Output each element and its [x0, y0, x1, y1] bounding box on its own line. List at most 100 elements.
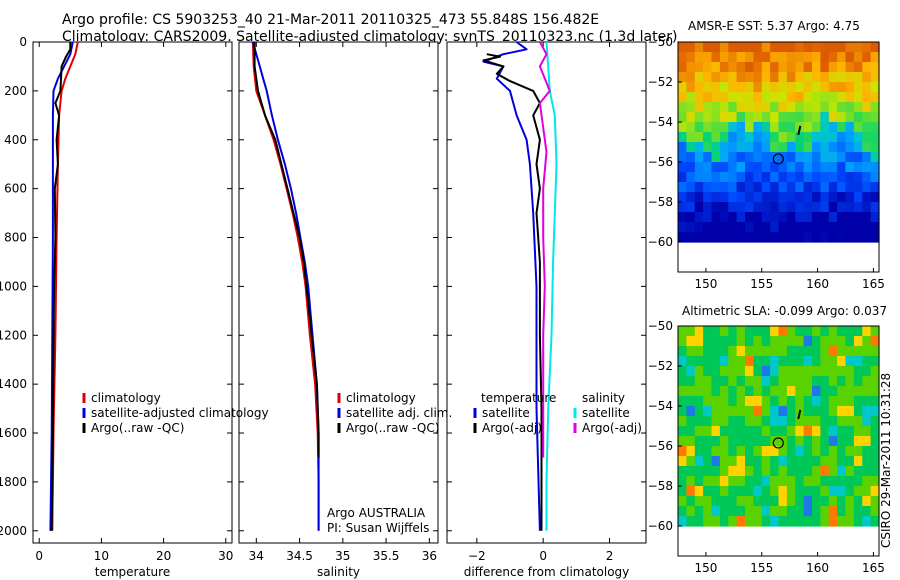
y-tick-label: −60	[648, 519, 673, 533]
heatmap-cell	[728, 396, 738, 407]
heatmap-cell	[837, 182, 847, 193]
heatmap-cell	[703, 416, 713, 427]
heatmap-cell	[770, 152, 780, 163]
heatmap-cell	[686, 436, 696, 447]
heatmap-cell	[745, 386, 754, 397]
heatmap-cell	[778, 62, 788, 73]
heatmap-cell	[795, 486, 805, 497]
heatmap-cell	[770, 336, 780, 347]
heatmap-cell	[795, 132, 805, 143]
heatmap-cell	[845, 406, 855, 417]
heatmap-cell	[778, 172, 788, 183]
heatmap-cell	[745, 122, 754, 133]
heatmap-cell	[745, 466, 754, 477]
series-line	[545, 41, 558, 531]
heatmap-cell	[870, 92, 880, 103]
heatmap-cell	[870, 202, 880, 213]
heatmap-cell	[770, 72, 780, 83]
heatmap-cell	[736, 172, 746, 183]
heatmap-cell	[828, 466, 838, 477]
heatmap-cell	[711, 192, 721, 203]
heatmap-cell	[770, 232, 780, 243]
heatmap-cell	[820, 152, 830, 163]
heatmap-cell	[761, 102, 771, 113]
heatmap-cell	[711, 476, 721, 487]
heatmap-cell	[711, 456, 721, 467]
heatmap-cell	[820, 446, 830, 457]
heatmap-cell	[853, 406, 863, 417]
heatmap-cell	[736, 436, 746, 447]
heatmap-cell	[837, 122, 847, 133]
heatmap-cell	[845, 102, 855, 113]
heatmap-cell	[795, 506, 805, 517]
heatmap-cell	[820, 132, 830, 143]
heatmap-cell	[845, 366, 855, 377]
heatmap-cell	[845, 426, 855, 437]
heatmap-cell	[761, 222, 771, 233]
heatmap-cell	[728, 92, 738, 103]
heatmap-cell	[862, 516, 872, 527]
heatmap-cell	[837, 436, 847, 447]
heatmap-cell	[778, 72, 788, 83]
heatmap-cell	[778, 506, 788, 517]
heatmap-cell	[703, 112, 713, 123]
heatmap-cell	[845, 92, 855, 103]
x-tick-label: 0	[539, 549, 547, 563]
heatmap-cell	[812, 202, 821, 213]
sst-heatmap	[678, 42, 880, 243]
heatmap-cell	[761, 192, 771, 203]
heatmap-cell	[778, 356, 788, 367]
heatmap-cell	[694, 386, 704, 397]
heatmap-cell	[711, 42, 721, 53]
heatmap-cell	[812, 192, 821, 203]
annotation: Argo AUSTRALIA	[327, 506, 426, 520]
heatmap-cell	[686, 426, 696, 437]
heatmap-cell	[761, 162, 771, 173]
heatmap-cell	[870, 62, 880, 73]
heatmap-cell	[828, 416, 838, 427]
heatmap-cell	[862, 232, 872, 243]
heatmap-cell	[728, 42, 738, 53]
heatmap-cell	[778, 346, 788, 357]
heatmap-cell	[728, 112, 738, 123]
heatmap-cell	[686, 366, 696, 377]
heatmap-cell	[845, 346, 855, 357]
heatmap-cell	[719, 506, 729, 517]
heatmap-cell	[761, 212, 771, 223]
x-tick-label: 30	[218, 549, 233, 563]
heatmap-cell	[719, 222, 729, 233]
heatmap-cell	[795, 212, 805, 223]
heatmap-cell	[703, 406, 713, 417]
heatmap-cell	[778, 102, 788, 113]
heatmap-cell	[736, 42, 746, 53]
heatmap-cell	[761, 386, 771, 397]
heatmap-cell	[745, 336, 754, 347]
heatmap-cell	[728, 506, 738, 517]
heatmap-cell	[812, 366, 821, 377]
heatmap-cell	[678, 62, 687, 73]
heatmap-cell	[753, 142, 763, 153]
heatmap-cell	[786, 346, 796, 357]
heatmap-cell	[719, 182, 729, 193]
heatmap-cell	[761, 202, 771, 213]
heatmap-cell	[703, 62, 713, 73]
heatmap-cell	[853, 202, 863, 213]
heatmap-cell	[812, 102, 821, 113]
heatmap-cell	[778, 516, 788, 527]
heatmap-cell	[719, 486, 729, 497]
heatmap-cell	[770, 476, 780, 487]
heatmap-cell	[845, 182, 855, 193]
heatmap-cell	[761, 232, 771, 243]
heatmap-cell	[828, 426, 838, 437]
heatmap-cell	[719, 416, 729, 427]
heatmap-cell	[786, 466, 796, 477]
heatmap-cell	[770, 486, 780, 497]
heatmap-cell	[786, 142, 796, 153]
x-axis-label: difference from climatology	[464, 565, 630, 579]
heatmap-cell	[703, 132, 713, 143]
heatmap-cell	[820, 62, 830, 73]
heatmap-cell	[703, 346, 713, 357]
heatmap-cell	[795, 152, 805, 163]
heatmap-cell	[736, 112, 746, 123]
heatmap-cell	[853, 366, 863, 377]
